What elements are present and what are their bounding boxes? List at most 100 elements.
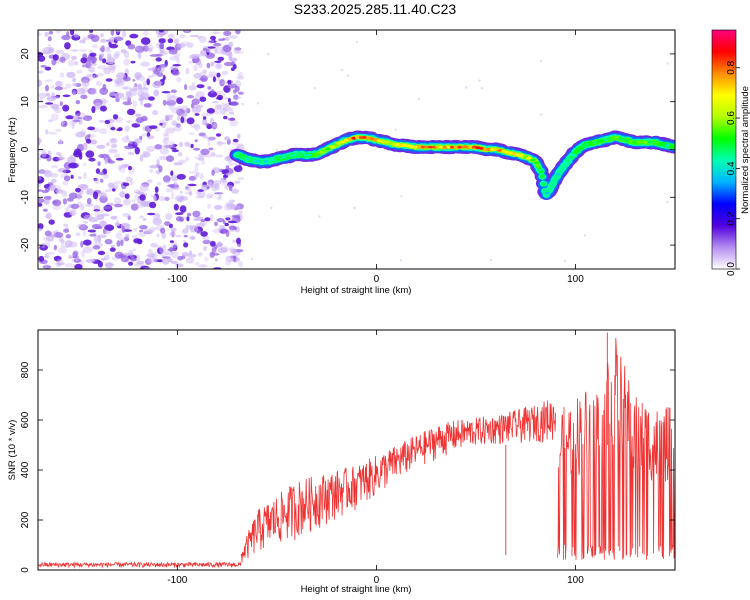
spectrogram-noise-blob	[47, 131, 58, 135]
spectrogram-ridge-mark	[416, 145, 423, 149]
spectrogram-y-tick-label: 20	[20, 48, 31, 60]
spectrogram-noise-blob	[194, 261, 200, 266]
spectrogram-noise-blob	[119, 191, 126, 198]
spectrogram-noise-blob	[99, 220, 107, 227]
spectrogram-noise-blob	[48, 219, 55, 225]
spectrogram-noise-blob	[64, 240, 73, 248]
spectrogram-noise-blob	[137, 75, 146, 82]
spectrogram-noise-blob	[218, 192, 222, 200]
spectrogram-noise-blob	[227, 220, 237, 224]
spectrogram-noise-blob	[203, 245, 207, 251]
spectrogram-noise-blob	[149, 125, 158, 129]
spectrogram-noise-layer	[38, 30, 669, 269]
spectrogram-noise-blob	[212, 76, 216, 83]
spectrogram-ridge-mark	[424, 145, 430, 149]
spectrogram-noise-blob	[95, 168, 100, 174]
spectrogram-ridge-mark	[453, 145, 459, 149]
spectrogram-noise-blob	[219, 225, 225, 229]
spectrogram-noise-blob	[168, 103, 175, 111]
spectrogram-noise-blob	[214, 182, 220, 191]
spectrogram-noise-blob	[104, 238, 113, 245]
spectrogram-noise-blob	[85, 190, 91, 195]
spectrogram-noise-blob	[45, 102, 54, 105]
spectrogram-noise-blob	[130, 60, 136, 64]
spectrogram-noise-blob	[228, 111, 235, 115]
spectrogram-noise-blob	[170, 227, 177, 232]
spectrogram-noise-blob	[176, 173, 186, 180]
spectrogram-noise-blob	[78, 49, 87, 52]
spectrogram-noise-blob	[155, 57, 162, 62]
spectrogram-ridge-layer	[229, 130, 675, 200]
snr-series-layer	[38, 332, 675, 569]
spectrogram-noise-blob	[98, 120, 105, 123]
spectrogram-noise-blob	[478, 79, 481, 82]
spectrogram-ridge-mark	[322, 149, 328, 152]
spectrogram-noise-blob	[39, 97, 43, 103]
spectrogram-noise-blob	[75, 187, 81, 193]
spectrogram-noise-blob	[76, 223, 86, 228]
spectrogram-noise-blob	[195, 195, 205, 199]
spectrogram-noise-blob	[106, 142, 110, 147]
spectrogram-noise-blob	[80, 94, 88, 100]
spectrogram-noise-blob	[223, 115, 228, 120]
spectrogram-noise-blob	[196, 171, 200, 178]
spectrogram-noise-blob	[76, 69, 83, 74]
spectrogram-noise-blob	[65, 115, 74, 120]
spectrogram-noise-blob	[184, 30, 189, 33]
spectrogram-noise-blob	[222, 37, 226, 41]
spectrogram-noise-blob	[74, 61, 79, 66]
spectrogram-noise-blob	[124, 125, 130, 133]
spectrogram-noise-blob	[186, 216, 190, 222]
spectrogram-ridge-mark	[544, 191, 550, 195]
spectrogram-noise-blob	[110, 244, 115, 248]
spectrogram-ridge-mark	[566, 158, 572, 161]
spectrogram-noise-blob	[106, 57, 116, 65]
spectrogram-noise-blob	[221, 102, 231, 107]
spectrogram-y-tick-label: -20	[20, 237, 31, 252]
spectrogram-noise-blob	[53, 244, 58, 251]
spectrogram-noise-blob	[113, 203, 123, 208]
spectrogram-noise-blob	[197, 189, 204, 192]
spectrogram-noise-blob	[114, 153, 120, 158]
spectrogram-noise-blob	[125, 90, 132, 98]
spectrogram-noise-blob	[250, 257, 254, 261]
spectrogram-ridge-mark	[522, 155, 529, 159]
spectrogram-noise-blob	[51, 59, 57, 66]
spectrogram-noise-blob	[166, 155, 175, 162]
spectrogram-ridge-mark	[632, 140, 638, 144]
spectrogram-noise-blob	[52, 200, 58, 205]
spectrogram-noise-blob	[170, 65, 179, 71]
spectrogram-noise-blob	[200, 218, 206, 223]
spectrogram-noise-blob	[144, 230, 153, 235]
spectrogram-noise-blob	[78, 224, 89, 231]
spectrogram-noise-blob	[81, 250, 86, 258]
spectrogram-noise-blob	[140, 37, 151, 45]
spectrogram-noise-blob	[140, 115, 148, 122]
colorbar: 0.0 0.2 0.4 0.6 0.8 Normalized spectral ampl…	[711, 29, 750, 276]
spectrogram-noise-blob	[225, 36, 230, 41]
spectrogram-noise-blob	[229, 228, 235, 233]
spectrogram-noise-blob	[176, 43, 186, 48]
spectrogram-noise-blob	[177, 115, 181, 121]
spectrogram-noise-blob	[194, 191, 202, 195]
spectrogram-noise-blob	[148, 75, 154, 78]
spectrogram-noise-blob	[151, 72, 158, 78]
spectrogram-noise-blob	[43, 262, 48, 269]
spectrogram-ridge-mark	[318, 150, 324, 154]
spectrogram-noise-blob	[205, 153, 212, 159]
spectrogram-noise-blob	[158, 38, 166, 44]
spectrogram-noise-blob	[97, 72, 104, 77]
spectrogram-noise-blob	[75, 232, 81, 236]
spectrogram-noise-blob	[126, 108, 136, 116]
spectrogram-ridge-mark	[354, 136, 361, 139]
spectrogram-noise-blob	[228, 199, 236, 203]
spectrogram-noise-blob	[130, 203, 139, 211]
spectrogram-noise-blob	[159, 147, 169, 155]
spectrogram-noise-blob	[77, 184, 88, 189]
spectrogram-noise-blob	[89, 234, 97, 237]
spectrogram-noise-blob	[47, 150, 52, 156]
spectrogram-noise-blob	[132, 79, 136, 82]
spectrogram-noise-blob	[47, 36, 52, 42]
spectrogram-ridge-mark	[547, 189, 551, 192]
spectrogram-noise-blob	[163, 197, 171, 201]
